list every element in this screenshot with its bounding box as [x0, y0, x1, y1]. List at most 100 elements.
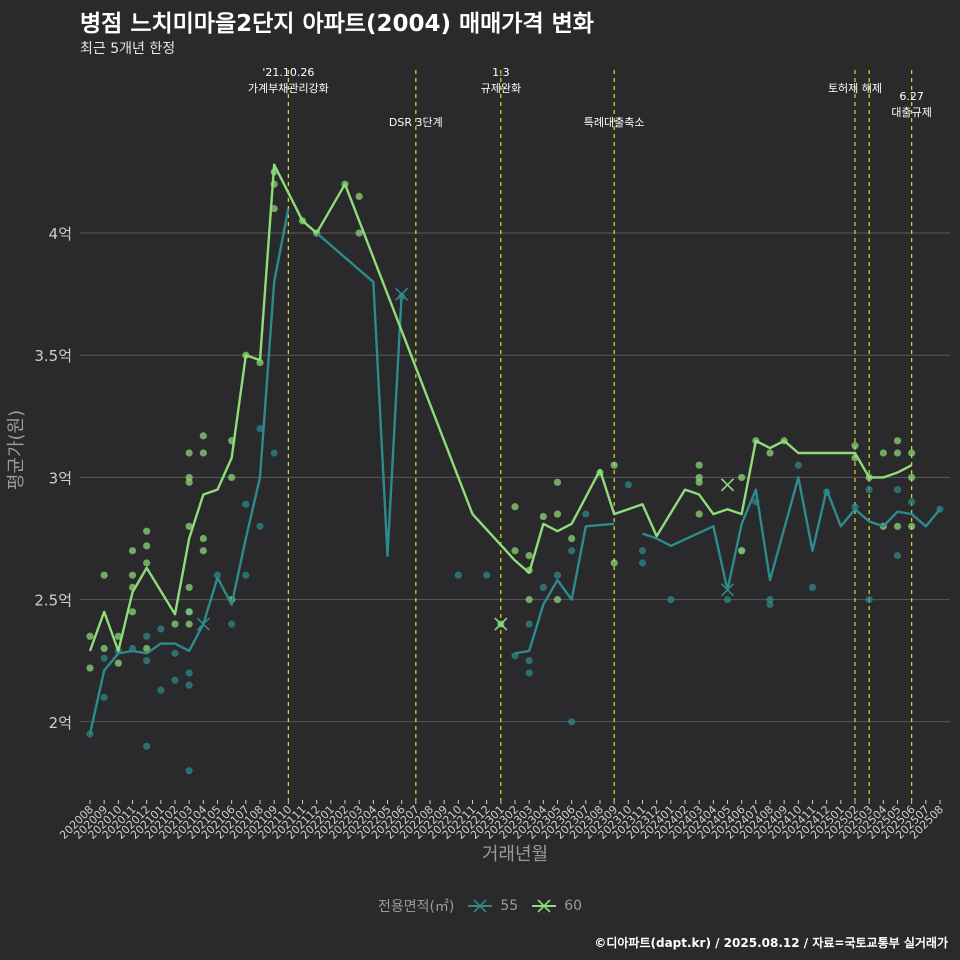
series-line-55 — [315, 232, 403, 557]
data-point-55 — [242, 500, 250, 508]
data-point-60 — [355, 192, 363, 201]
data-point-60 — [86, 632, 94, 640]
data-point-55 — [100, 654, 108, 662]
data-point-60 — [228, 473, 236, 482]
data-point-55 — [638, 547, 647, 555]
data-point-60 — [610, 461, 618, 469]
data-point-60 — [185, 522, 193, 530]
data-point-55 — [525, 657, 533, 665]
series-line-55 — [514, 522, 615, 655]
gridlines — [80, 232, 950, 723]
data-point-55 — [624, 481, 632, 489]
event-label: '21.10.26 — [262, 66, 314, 79]
data-point-60 — [908, 522, 916, 530]
data-point-55 — [270, 449, 278, 457]
data-point-60 — [568, 534, 576, 543]
event-label: 가계부채관리강화 — [248, 82, 329, 95]
event-label: 1.3 — [492, 66, 510, 79]
legend-label-55: 55 — [500, 898, 519, 914]
data-point-60 — [86, 664, 94, 672]
data-point-60 — [128, 608, 137, 616]
data-point-60 — [114, 632, 122, 640]
data-point-55 — [525, 620, 533, 628]
chart-subtitle: 최근 5개년 한정 — [80, 41, 176, 57]
chart-title: 병점 느치미마을2단지 아파트(2004) 매매가격 변화 — [80, 11, 594, 37]
data-point-60 — [553, 510, 562, 518]
data-point-60 — [199, 432, 207, 440]
axes: 2억2.5억3억3.5억4억20200820200920201020201120… — [34, 225, 946, 842]
legend-label-60: 60 — [564, 898, 583, 914]
legend-title: 전용면적(㎡) — [377, 899, 455, 915]
data-point-55 — [228, 620, 236, 628]
data-point-60 — [270, 205, 278, 213]
data-point-60 — [908, 449, 916, 457]
series-line-55 — [88, 208, 290, 735]
data-point-60 — [355, 229, 363, 237]
data-point-60 — [879, 449, 887, 457]
data-point-55 — [638, 559, 647, 567]
legend-key-55-icon — [468, 899, 493, 913]
event-label: 토허제 해제 — [828, 81, 882, 95]
data-point-55 — [143, 632, 151, 640]
data-point-60 — [511, 547, 519, 555]
data-point-60 — [893, 437, 902, 445]
data-point-60 — [143, 527, 151, 535]
series-line-55 — [642, 476, 941, 592]
y-tick-label: 3.5억 — [34, 347, 72, 365]
x-axis-label: 거래년월 — [482, 844, 548, 865]
data-point-60 — [610, 559, 618, 567]
cross-marker-60 — [494, 617, 508, 631]
data-point-60 — [199, 449, 207, 457]
data-point-55 — [908, 498, 916, 506]
data-point-60 — [851, 442, 859, 450]
cross-markers — [196, 287, 735, 631]
data-point-55 — [851, 503, 859, 511]
data-point-55 — [808, 583, 817, 591]
y-tick-label: 2.5억 — [34, 592, 72, 610]
data-point-60 — [185, 449, 193, 457]
data-point-55 — [242, 571, 250, 579]
data-point-55 — [157, 686, 165, 694]
scatter-points — [86, 168, 944, 775]
data-point-55 — [213, 571, 222, 579]
data-point-55 — [454, 571, 462, 579]
data-point-55 — [256, 424, 264, 433]
y-tick-label: 4억 — [49, 225, 72, 243]
data-point-55 — [185, 767, 193, 775]
data-point-60 — [525, 552, 533, 560]
data-point-60 — [893, 522, 902, 530]
data-point-60 — [128, 571, 137, 579]
data-point-60 — [185, 478, 193, 486]
data-point-55 — [893, 486, 902, 494]
data-point-60 — [128, 547, 137, 555]
cross-marker-55 — [395, 287, 409, 301]
data-point-60 — [695, 478, 703, 486]
data-point-60 — [766, 449, 774, 457]
data-point-60 — [553, 596, 562, 604]
y-tick-label: 2억 — [49, 714, 72, 732]
legend: 전용면적(㎡) 55 60 — [0, 896, 960, 916]
data-point-55 — [794, 461, 802, 469]
data-point-55 — [766, 596, 774, 604]
data-point-60 — [143, 644, 151, 653]
data-point-55 — [582, 510, 590, 518]
y-axis-label: 평균가(원) — [6, 410, 27, 490]
event-label: 규제완화 — [481, 82, 521, 95]
legend-item-55: 55 — [466, 898, 518, 914]
data-point-55 — [171, 649, 179, 657]
data-point-60 — [199, 547, 207, 555]
data-point-60 — [143, 542, 151, 550]
data-point-55 — [185, 681, 193, 689]
data-point-55 — [143, 742, 151, 750]
legend-key-60-icon — [532, 899, 557, 913]
series-line-60 — [88, 163, 913, 653]
data-point-60 — [553, 478, 562, 486]
data-point-60 — [695, 510, 703, 518]
data-point-60 — [100, 571, 108, 579]
data-point-55 — [256, 522, 264, 530]
data-point-55 — [143, 657, 151, 665]
event-label: 대출규제 — [891, 106, 931, 119]
event-label: 특례대출축소 — [584, 116, 645, 129]
